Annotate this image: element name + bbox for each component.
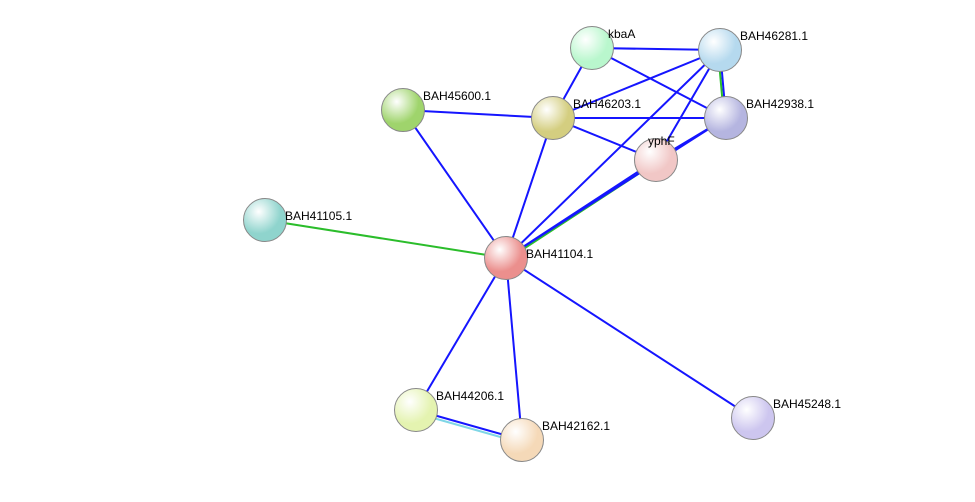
node-label-BAH45600: BAH45600.1 [423, 90, 491, 102]
edge-BAH41104-BAH42162 [506, 258, 522, 440]
node-label-BAH41105: BAH41105.1 [285, 210, 352, 222]
network-diagram: BAH41104.1 BAH41105.1 BAH45600.1 BAH46203.1… [0, 0, 975, 502]
node-label-kbaA: kbaA [608, 28, 635, 40]
node-label-BAH41104: BAH41104.1 [526, 248, 593, 260]
edge-BAH41104-BAH45248 [506, 258, 753, 418]
node-BAH41105[interactable] [243, 198, 287, 242]
node-label-BAH46281: BAH46281.1 [740, 30, 808, 42]
node-label-BAH44206: BAH44206.1 [436, 390, 504, 402]
edge-BAH41104-BAH46281 [506, 50, 720, 258]
node-BAH46203[interactable] [531, 96, 575, 140]
node-BAH46281[interactable] [698, 28, 742, 72]
edge-BAH41104-BAH45600 [403, 110, 506, 258]
edge-BAH41104-BAH42938 [506, 118, 726, 258]
node-BAH42938[interactable] [704, 96, 748, 140]
edge-BAH41104-BAH44206 [416, 258, 506, 410]
node-BAH45600[interactable] [381, 88, 425, 132]
node-BAH41104[interactable] [484, 236, 528, 280]
node-label-BAH42162: BAH42162.1 [542, 420, 610, 432]
node-BAH44206[interactable] [394, 388, 438, 432]
node-label-BAH42938: BAH42938.1 [746, 98, 814, 110]
node-label-yphF: yphF [648, 135, 675, 147]
node-label-BAH45248: BAH45248.1 [773, 398, 841, 410]
node-BAH42162[interactable] [500, 418, 544, 462]
node-label-BAH46203: BAH46203.1 [573, 98, 641, 110]
edge-BAH41104-BAH41105 [265, 220, 506, 258]
node-BAH45248[interactable] [731, 396, 775, 440]
